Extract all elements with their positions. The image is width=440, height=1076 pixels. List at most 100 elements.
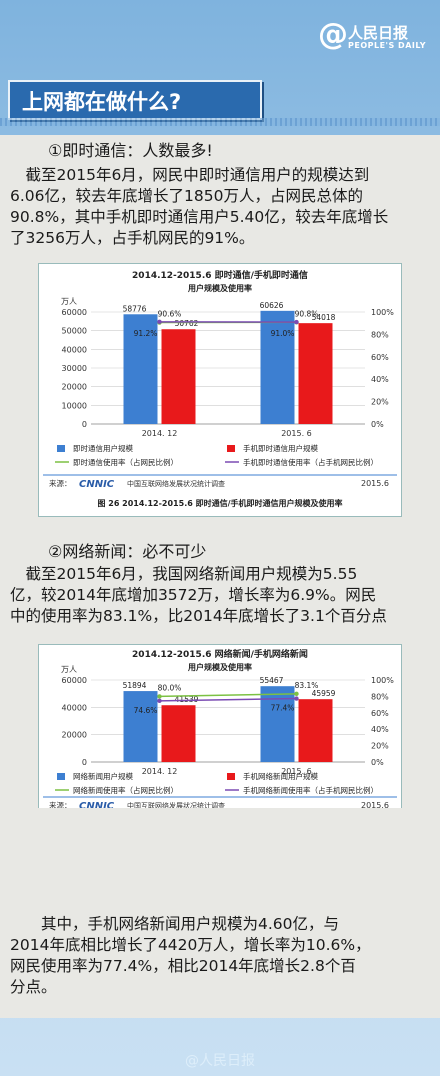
- legend-label: 手机网络新闻用户规模: [243, 771, 318, 781]
- source-org: 中国互联网络发展状况统计调查: [127, 801, 225, 810]
- y2-tick-label: 40%: [371, 375, 389, 384]
- bar-value-label: 45959: [312, 689, 336, 698]
- rate-line-mobile: [159, 697, 297, 702]
- bar-value-label: 55467: [260, 676, 284, 685]
- chart-instant-messaging: 2014.12-2015.6 即时通信/手机即时通信 用户规模及使用率 万人 0 100…: [38, 263, 402, 517]
- rate-point: [294, 691, 299, 697]
- section-banner: 上网都在做什么?: [8, 80, 262, 120]
- rate-label: 91.0%: [271, 329, 295, 338]
- x-tick-label: 2014. 12: [142, 767, 178, 776]
- bar-value-label: 60626: [260, 301, 284, 310]
- cnnic-logo: CNNIC: [79, 801, 115, 812]
- y-tick-label: 0: [82, 420, 87, 429]
- y2-tick-label: 40%: [371, 725, 389, 734]
- y2-tick-label: 20%: [371, 398, 389, 407]
- rate-label: 91.2%: [134, 329, 158, 338]
- x-tick-label: 2015. 6: [281, 767, 312, 776]
- peoples-daily-logo: @ 人民日报 PEOPLE'S DAILY: [318, 18, 430, 56]
- bar-value-label: 51894: [123, 681, 147, 690]
- section2-heading: ②网络新闻：必不可少: [48, 542, 207, 561]
- rate-point: [157, 319, 162, 325]
- y-tick-label: 20000: [62, 731, 87, 740]
- rate-label: 90.6%: [158, 310, 182, 319]
- bar-total: [123, 691, 158, 762]
- legend-label: 即时通信使用率（占网民比例）: [73, 457, 178, 467]
- bar-value-label: 54018: [312, 313, 336, 322]
- y-tick-label: 0: [82, 758, 87, 767]
- y2-tick-label: 80%: [371, 330, 389, 339]
- rate-line-total: [159, 693, 297, 698]
- section-mobile-news: 其中，手机网络新闻用户规模为4.60亿，与 2014年底相比增长了4420万人，…: [0, 808, 440, 1018]
- y2-tick-label: 20%: [371, 742, 389, 751]
- legend-swatch: [57, 773, 65, 780]
- footer-credit: @人民日报: [185, 1053, 255, 1069]
- section-network-news: ②网络新闻：必不可少 截至2015年6月，我国网络新闻用户规模为5.55 亿，较…: [0, 540, 440, 832]
- rate-label: 80.0%: [158, 683, 182, 692]
- banner-title: 上网都在做什么?: [22, 90, 182, 114]
- y-tick-label: 60000: [62, 308, 87, 317]
- bar-value-label: 58776: [123, 304, 147, 313]
- rate-label: 83.1%: [295, 681, 319, 690]
- rate-point: [157, 694, 162, 699]
- section-instant-messaging: ①即时通信：人数最多! 截至2015年6月，网民中即时通信用户的规模达到 6.0…: [0, 135, 440, 540]
- cnnic-logo: CNNIC: [79, 479, 115, 490]
- bar-total: [260, 686, 295, 762]
- y2-tick-label: 60%: [371, 709, 389, 718]
- rate-point: [157, 698, 162, 704]
- decorative-stripe: [0, 118, 440, 126]
- logo-name-en: PEOPLE'S DAILY: [348, 41, 427, 50]
- y-tick-label: 40000: [62, 345, 87, 354]
- chart-title: 2014.12-2015.6 网络新闻/手机网络新闻: [132, 648, 308, 660]
- section2-line-2: 亿，较2014年底增加3572万，增长率为6.9%。网民: [10, 586, 377, 604]
- y-tick-label: 30000: [62, 364, 87, 373]
- logo-name: 人民日报: [348, 24, 409, 42]
- y-tick-label: 10000: [62, 401, 87, 410]
- y-axis-unit: 万人: [61, 665, 77, 674]
- section1-line-4: 了3256万人，占手机网民的91%。: [10, 229, 255, 247]
- legend-label: 网络新闻用户规模: [73, 771, 133, 781]
- legend-swatch: [227, 773, 235, 780]
- bar-mobile: [161, 705, 196, 762]
- source-date: 2015.6: [361, 479, 389, 488]
- chart-title: 2014.12-2015.6 即时通信/手机即时通信: [132, 269, 308, 281]
- rate-label: 90.8%: [295, 309, 319, 318]
- section2-line-1: 截至2015年6月，我国网络新闻用户规模为5.55: [10, 565, 358, 583]
- y-tick-label: 40000: [62, 703, 87, 712]
- source-label: 来源：: [49, 801, 72, 810]
- section1-line-2: 6.06亿，较去年底增长了1850万人，占网民总体的: [10, 187, 363, 205]
- chart-subtitle: 用户规模及使用率: [187, 662, 252, 672]
- section1-line-1: 截至2015年6月，网民中即时通信用户的规模达到: [10, 166, 370, 184]
- y2-tick-label: 100%: [371, 308, 394, 317]
- at-icon: @: [318, 17, 348, 52]
- x-tick-label: 2014. 12: [142, 429, 178, 438]
- y-tick-label: 50000: [62, 327, 87, 336]
- bar-total: [123, 314, 158, 424]
- chart-network-news: 2014.12-2015.6 网络新闻/手机网络新闻 用户规模及使用率 万人 0 200…: [38, 644, 402, 832]
- y2-tick-label: 0%: [371, 420, 384, 429]
- source-org: 中国互联网络发展状况统计调查: [127, 479, 225, 488]
- section3-line-4: 分点。: [10, 978, 57, 996]
- rate-label: 77.4%: [271, 704, 295, 713]
- y2-tick-label: 60%: [371, 353, 389, 362]
- y2-tick-label: 80%: [371, 692, 389, 701]
- bar-mobile: [298, 699, 333, 762]
- x-tick-label: 2015. 6: [281, 429, 312, 438]
- legend-label: 即时通信用户规模: [73, 443, 133, 453]
- legend-label: 手机网络新闻使用率（占手机网民比例）: [243, 785, 378, 795]
- rate-label: 74.6%: [134, 706, 158, 715]
- y-tick-label: 20000: [62, 383, 87, 392]
- source-date: 2015.6: [361, 801, 389, 810]
- section3-line-1: 其中，手机网络新闻用户规模为4.60亿，与: [10, 915, 340, 933]
- bar-mobile: [298, 323, 333, 424]
- rate-point: [294, 319, 299, 325]
- y2-tick-label: 0%: [371, 758, 384, 767]
- legend-label: 手机即时通信使用率（占手机网民比例）: [243, 457, 378, 467]
- section2-line-3: 中的使用率为83.1%，比2014年底增长了3.1个百分点: [10, 607, 387, 625]
- y-axis-unit: 万人: [61, 297, 77, 306]
- bar-mobile: [161, 329, 196, 424]
- y-tick-label: 60000: [62, 676, 87, 685]
- bar-total: [260, 310, 295, 424]
- figure-caption: 图 26 2014.12-2015.6 即时通信/手机即时通信用户规模及使用率: [97, 498, 342, 508]
